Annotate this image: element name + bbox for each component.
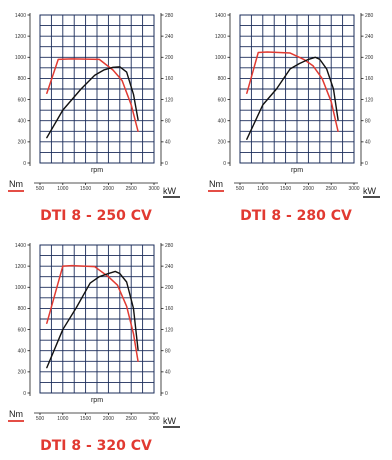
left-axis-tick-label: 800 [18, 76, 27, 82]
left-axis-tick-label: 600 [218, 97, 227, 103]
bottom-axis-tick-label: 1000 [57, 416, 68, 422]
bottom-axis-tick-label: 1000 [257, 186, 268, 192]
right-axis-tick-label: 160 [165, 76, 174, 82]
left-axis-tick-label: 1000 [215, 55, 226, 61]
x-axis-label: rpm [91, 397, 103, 404]
power-curve [46, 66, 139, 139]
right-axis-unit-label: kW [363, 186, 377, 196]
right-axis-tick-label: 200 [165, 55, 174, 61]
right-axis-tick-label: 120 [165, 327, 174, 333]
power-curve [246, 56, 339, 140]
right-axis-tick-label: 40 [165, 140, 171, 146]
left-axis-tick-label: 400 [218, 119, 227, 125]
left-axis-tick-label: 1200 [15, 34, 26, 40]
right-axis-tick-label: 120 [365, 97, 374, 103]
left-axis-tick-label: 0 [23, 161, 26, 167]
left-axis-tick-label: 1400 [15, 13, 26, 19]
right-axis-tick-label: 160 [165, 306, 174, 312]
bottom-axis-tick-label: 3000 [348, 186, 359, 192]
right-axis-tick-label: 0 [365, 161, 368, 167]
left-axis-tick-label: 200 [18, 370, 27, 376]
left-axis-tick-label: 1000 [15, 285, 26, 291]
plot-grid [39, 244, 155, 394]
left-axis-tick-label: 1400 [215, 13, 226, 19]
right-axis-tick-label: 120 [165, 97, 174, 103]
left-axis-tick-label: 600 [18, 327, 27, 333]
left-axis-tick-label: 800 [18, 306, 27, 312]
right-axis-tick-label: 40 [365, 140, 371, 146]
right-axis-tick-label: 200 [165, 285, 174, 291]
left-axis-tick-label: 1200 [15, 264, 26, 270]
torque-power-chart-1: 0 200 400 600 800 1000 1200 1400 0 40 80 120 160 200 2… [8, 13, 180, 224]
right-axis-tick-label: 160 [365, 76, 374, 82]
left-axis-unit-label: Nm [9, 179, 23, 189]
right-axis-tick-label: 240 [365, 34, 374, 40]
left-axis-tick-label: 1400 [15, 243, 26, 249]
left-axis-tick-label: 0 [223, 161, 226, 167]
torque-curve [46, 58, 139, 133]
left-axis-tick-label: 600 [18, 97, 27, 103]
right-axis-tick-label: 80 [365, 119, 371, 125]
torque-curve [46, 264, 139, 363]
left-axis-tick-label: 0 [23, 391, 26, 397]
left-axis-unit-label: Nm [209, 179, 223, 189]
bottom-axis-tick-label: 2000 [103, 186, 114, 192]
torque-power-chart-3: 0 200 400 600 800 1000 1200 1400 0 40 80 120 160 200 2… [8, 243, 180, 454]
power-curve [46, 270, 139, 369]
bottom-axis-tick-label: 3000 [148, 416, 159, 422]
chart-title: DTI 8 - 280 CV [240, 208, 352, 224]
left-axis-tick-label: 1200 [215, 34, 226, 40]
bottom-axis-tick-label: 1500 [280, 186, 291, 192]
left-axis-tick-label: 800 [218, 76, 227, 82]
right-axis-tick-label: 200 [365, 55, 374, 61]
left-axis-tick-label: 1000 [15, 55, 26, 61]
left-axis-tick-label: 200 [218, 140, 227, 146]
plot-grid [239, 14, 355, 164]
left-axis-tick-label: 400 [18, 119, 27, 125]
bottom-axis-tick-label: 500 [36, 186, 45, 192]
bottom-axis-tick-label: 1500 [80, 186, 91, 192]
x-axis-label: rpm [291, 167, 303, 174]
plot-grid [39, 14, 155, 164]
right-axis-tick-label: 280 [165, 243, 174, 249]
right-axis-tick-label: 0 [165, 161, 168, 167]
right-axis-tick-label: 240 [165, 34, 174, 40]
right-axis-tick-label: 280 [365, 13, 374, 19]
right-axis-unit-label: kW [163, 416, 177, 426]
chart-title: DTI 8 - 320 CV [40, 438, 152, 454]
right-axis-tick-label: 80 [165, 119, 171, 125]
right-axis-tick-label: 280 [165, 13, 174, 19]
bottom-axis-tick-label: 2500 [326, 186, 337, 192]
torque-curve [246, 51, 339, 133]
bottom-axis-tick-label: 500 [36, 416, 45, 422]
bottom-axis-tick-label: 2500 [126, 416, 137, 422]
left-axis-unit-label: Nm [9, 409, 23, 419]
right-axis-tick-label: 240 [165, 264, 174, 270]
right-axis-tick-label: 0 [165, 391, 168, 397]
torque-power-chart-2: 0 200 400 600 800 1000 1200 1400 0 40 80 120 160 200 2… [208, 13, 380, 224]
x-axis-label: rpm [91, 167, 103, 174]
bottom-axis-tick-label: 2000 [103, 416, 114, 422]
chart-title: DTI 8 - 250 CV [40, 208, 152, 224]
left-axis-tick-label: 400 [18, 349, 27, 355]
right-axis-tick-label: 80 [165, 349, 171, 355]
bottom-axis-tick-label: 2500 [126, 186, 137, 192]
bottom-axis-tick-label: 3000 [148, 186, 159, 192]
bottom-axis-tick-label: 1500 [80, 416, 91, 422]
right-axis-unit-label: kW [163, 186, 177, 196]
bottom-axis-tick-label: 1000 [57, 186, 68, 192]
bottom-axis-tick-label: 500 [236, 186, 245, 192]
left-axis-tick-label: 200 [18, 140, 27, 146]
right-axis-tick-label: 40 [165, 370, 171, 376]
bottom-axis-tick-label: 2000 [303, 186, 314, 192]
